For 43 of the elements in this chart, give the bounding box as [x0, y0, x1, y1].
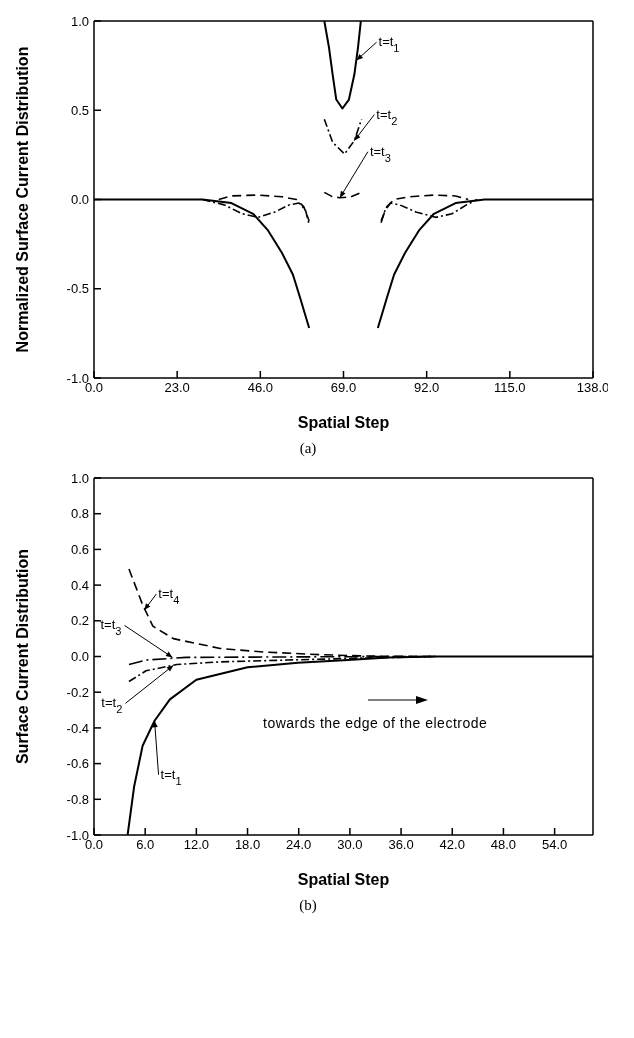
- y-axis-title: Surface Current Distribution: [13, 548, 31, 765]
- annotation: t=t$_{3}$: [369, 143, 391, 164]
- x-tick-label: 48.0: [490, 837, 517, 853]
- x-tick-label: 6.0: [136, 837, 155, 853]
- x-tick-label: 69.0: [330, 380, 357, 396]
- x-tick-label: 92.0: [414, 380, 440, 396]
- annotation: t=t$_{4}$: [158, 586, 180, 607]
- annotation: towards the edge of the electrode: [263, 715, 488, 731]
- annotation: t=t$_{2}$: [376, 106, 398, 127]
- text: (a): [298, 440, 318, 457]
- y-tick-label: -0.2: [66, 684, 89, 700]
- y-tick-label: -0.4: [66, 720, 89, 736]
- x-tick-label: 36.0: [388, 837, 414, 853]
- y-tick-label: 0.5: [70, 102, 89, 118]
- x-tick-label: 12.0: [183, 837, 210, 853]
- x-axis-title: Spatial Step: [297, 414, 390, 431]
- y-tick-label: 0.6: [70, 542, 89, 558]
- text: (b): [298, 897, 318, 914]
- x-tick-label: 115.0: [494, 380, 526, 396]
- x-tick-label: 18.0: [234, 837, 261, 853]
- annotation: t=t$_{1}$: [160, 766, 182, 787]
- y-tick-label: -0.5: [66, 281, 89, 297]
- y-axis-title: Normalized Surface Current Distribution: [13, 46, 31, 353]
- annotation: t=t$_{2}$: [101, 695, 123, 716]
- y-tick-label: -0.8: [66, 791, 89, 807]
- annotation: t=t$_{1}$: [378, 34, 400, 55]
- y-tick-label: 0.2: [70, 613, 89, 629]
- x-axis-title: Spatial Step: [297, 871, 390, 888]
- x-tick-label: 42.0: [439, 837, 465, 853]
- x-tick-label: 30.0: [337, 837, 363, 853]
- x-tick-label: 24.0: [286, 837, 312, 853]
- x-tick-label: 46.0: [247, 380, 273, 396]
- y-tick-label: -0.6: [66, 756, 89, 772]
- x-tick-label: 54.0: [541, 837, 568, 853]
- x-tick-label: 23.0: [164, 380, 190, 396]
- y-tick-label: 0.0: [70, 192, 89, 208]
- x-tick-label: 138.0: [576, 380, 610, 396]
- y-tick-label: 0.8: [70, 506, 89, 522]
- y-tick-label: 1.0: [70, 13, 89, 29]
- y-tick-label: 0.0: [70, 649, 89, 665]
- y-tick-label: 0.4: [70, 577, 89, 593]
- annotation: t=t$_{3}$: [100, 617, 122, 638]
- y-tick-label: 1.0: [70, 470, 89, 486]
